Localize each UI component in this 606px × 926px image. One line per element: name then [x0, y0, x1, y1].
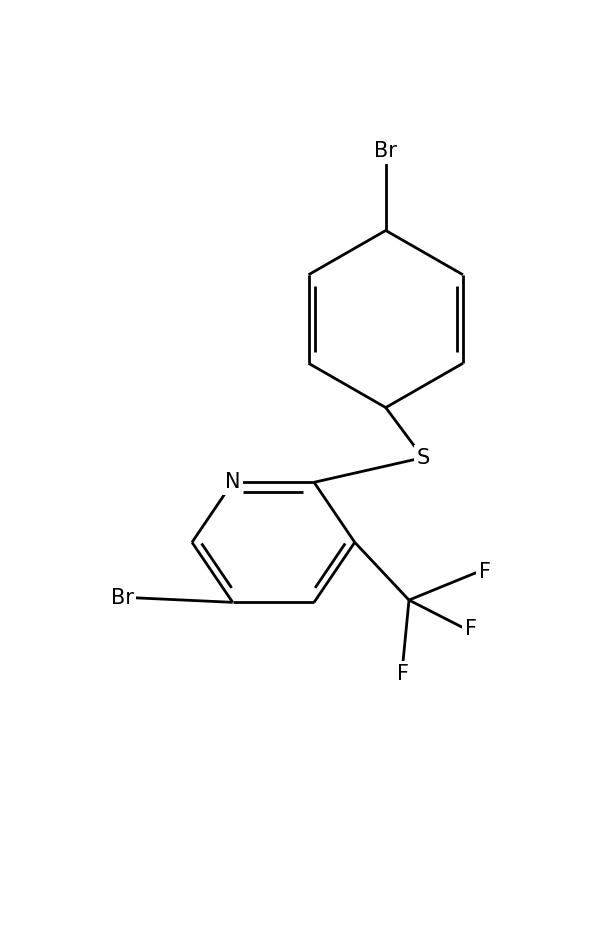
- Text: Br: Br: [375, 141, 397, 161]
- Text: F: F: [465, 619, 477, 639]
- Text: F: F: [479, 561, 491, 582]
- Text: S: S: [416, 447, 430, 468]
- Text: F: F: [397, 664, 409, 684]
- Text: Br: Br: [111, 588, 134, 607]
- Text: N: N: [225, 472, 241, 493]
